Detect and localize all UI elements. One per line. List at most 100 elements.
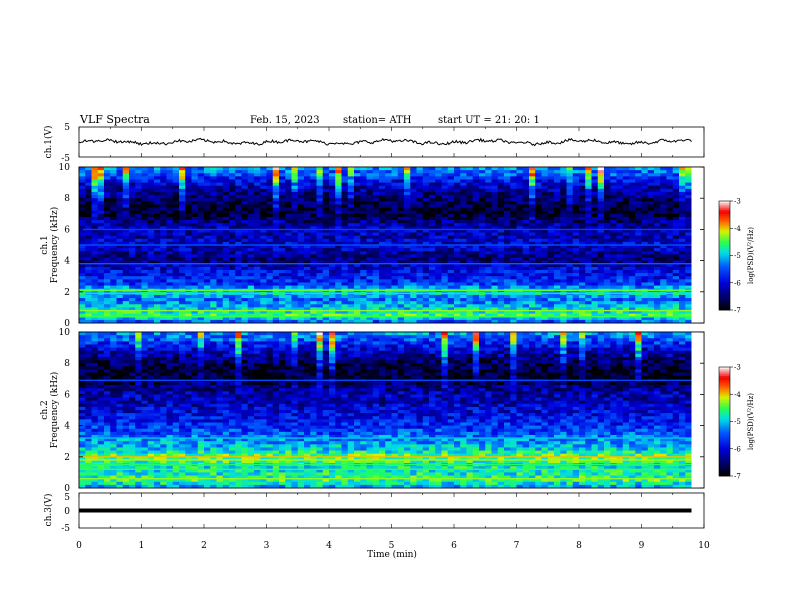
- spectrogram-cell: [329, 185, 336, 190]
- spectrogram-cell: [466, 316, 474, 321]
- spectrogram-cell: [335, 248, 342, 252]
- spectrogram-cell: [354, 226, 361, 230]
- spectrogram-cell: [247, 294, 255, 299]
- spectrogram-cell: [616, 182, 624, 187]
- spectrogram-cell: [297, 245, 305, 249]
- spectrogram-cell: [147, 195, 155, 199]
- spectrogram-cell: [191, 210, 199, 215]
- spectrogram-cell: [597, 179, 605, 183]
- spectrogram-cell: [441, 316, 449, 321]
- spectrogram-cell: [166, 307, 174, 311]
- spectrogram-cell: [629, 310, 636, 315]
- spectrogram-cell: [622, 220, 630, 224]
- spectrogram-cell: [635, 232, 642, 237]
- spectrogram-cell: [316, 285, 324, 290]
- spectrogram-cell: [391, 307, 399, 311]
- spectrogram-cell: [410, 254, 417, 258]
- spectrogram-cell: [241, 216, 249, 221]
- spectrogram-cell: [441, 266, 449, 271]
- spectrogram-cell: [435, 282, 442, 286]
- spectrogram-cell: [141, 213, 149, 218]
- spectrogram-cell: [516, 304, 524, 308]
- spectrogram-cell: [304, 176, 311, 180]
- spectrogram-cell: [497, 282, 505, 286]
- spectrogram-cell: [316, 266, 324, 271]
- spectrogram-cell: [379, 173, 386, 177]
- spectrogram-cell: [391, 241, 399, 246]
- spectrogram-cell: [360, 216, 367, 221]
- spectrogram-cell: [572, 207, 580, 212]
- spectrogram-cell: [679, 198, 686, 202]
- spectrogram-cell: [235, 263, 242, 268]
- spectrogram-cell: [647, 226, 655, 230]
- spectrogram-cell: [397, 191, 405, 196]
- spectrogram-cell: [516, 260, 524, 265]
- spectrogram-cell: [616, 257, 624, 261]
- spectrogram-cell: [522, 257, 530, 261]
- spectrogram-cell: [529, 241, 536, 246]
- spectrogram-cell: [266, 210, 274, 215]
- spectrogram-cell: [129, 170, 136, 174]
- spectrogram-cell: [110, 170, 117, 174]
- spectrogram-cell: [110, 216, 117, 221]
- spectrogram-cell: [341, 238, 349, 243]
- spectrogram-cell: [291, 313, 299, 318]
- spectrogram-cell: [566, 245, 574, 249]
- spectrogram-cell: [610, 173, 617, 177]
- spectrogram-cell: [129, 191, 136, 196]
- spectrogram-cell: [604, 198, 611, 202]
- spectrogram-cell: [247, 191, 255, 196]
- spectrogram-cell: [466, 285, 474, 290]
- spectrogram-cell: [291, 279, 299, 283]
- spectrogram-cell: [541, 263, 549, 268]
- spectrogram-cell: [460, 173, 467, 177]
- spectrogram-cell: [635, 248, 642, 252]
- spectrogram-cell: [454, 216, 461, 221]
- spectrogram-cell: [485, 254, 492, 258]
- spectrogram-cell: [379, 185, 386, 190]
- spectrogram-cell: [447, 279, 455, 283]
- spectrogram-cell: [504, 298, 511, 302]
- spectrogram-cell: [522, 294, 530, 299]
- spectrogram-cell: [147, 245, 155, 249]
- spectrogram-cell: [585, 204, 592, 208]
- spectrogram-cell: [454, 167, 461, 171]
- spectrogram-cell: [79, 285, 86, 290]
- spectrogram-cell: [172, 232, 180, 237]
- spectrogram-cell: [485, 207, 492, 212]
- spectrogram-cell: [522, 170, 530, 174]
- spectrogram-cell: [516, 179, 524, 183]
- spectrogram-cell: [679, 207, 686, 212]
- spectrogram-cell: [372, 216, 380, 221]
- spectrogram-cell: [404, 229, 411, 233]
- spectrogram-cell: [560, 188, 567, 193]
- spectrogram-cell: [460, 248, 467, 252]
- spectrogram-cell: [272, 304, 280, 308]
- spectrogram-cell: [266, 301, 274, 305]
- spectrogram-cell: [316, 319, 324, 324]
- ch1-waveform-trace: [78, 137, 692, 147]
- spectrogram-cell: [447, 313, 455, 318]
- spectrogram-cell: [85, 319, 92, 324]
- spectrogram-cell: [310, 170, 317, 174]
- spectrogram-cell: [447, 273, 455, 277]
- spectrogram-cell: [410, 188, 417, 193]
- spectrogram-cell: [479, 238, 486, 243]
- spectrogram-cell: [229, 279, 236, 283]
- spectrogram-cell: [185, 185, 192, 190]
- spectrogram-cell: [504, 245, 511, 249]
- spectrogram-cell: [285, 220, 292, 224]
- spectrogram-cell: [91, 235, 99, 240]
- spectrogram-cell: [591, 223, 599, 227]
- spectrogram-cell: [297, 195, 305, 199]
- spectrogram-cell: [397, 301, 405, 305]
- spectrogram-cell: [279, 173, 286, 177]
- spectrogram-cell: [666, 241, 674, 246]
- spectrogram-cell: [147, 285, 155, 290]
- spectrogram-cell: [572, 201, 580, 205]
- spectrogram-cell: [116, 232, 124, 237]
- spectrogram-cell: [185, 257, 192, 261]
- spectrogram-cell: [385, 170, 392, 174]
- spectrogram-cell: [335, 198, 342, 202]
- spectrogram-cell: [516, 307, 524, 311]
